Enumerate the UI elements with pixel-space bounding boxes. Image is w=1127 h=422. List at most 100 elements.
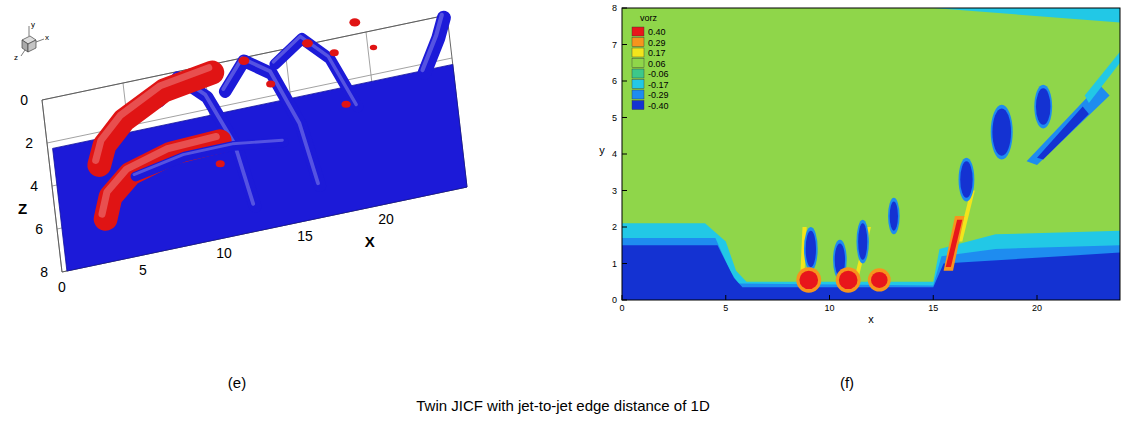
- panel-caption: (e): [228, 374, 246, 391]
- tick: [622, 190, 627, 191]
- vortex-core: [858, 223, 867, 260]
- legend-swatch: [632, 69, 644, 78]
- vortex-core: [991, 105, 1013, 160]
- axis-title: Z: [18, 200, 27, 217]
- vortex-blob: [370, 45, 377, 51]
- vortex-core: [1034, 85, 1052, 129]
- tick-label: 4: [30, 178, 38, 194]
- background-field: [622, 8, 1120, 300]
- legend-swatch: [632, 48, 644, 57]
- tick: [1037, 295, 1038, 300]
- contour-region: [946, 220, 963, 267]
- figure: 0246805101520ZXyxz05101520012345678xyvor…: [0, 0, 1127, 422]
- icon-axis: [21, 50, 25, 56]
- tick: [622, 8, 627, 9]
- legend-label: -0.29: [648, 90, 669, 100]
- tick-label: 10: [216, 245, 232, 261]
- tick: [622, 227, 627, 228]
- icon-label: z: [14, 53, 18, 62]
- vortex-core: [959, 158, 975, 202]
- legend-label: -0.40: [648, 101, 669, 111]
- legend: vorz0.400.290.170.06-0.06-0.17-0.29-0.40: [632, 13, 669, 111]
- vortex-core: [868, 268, 891, 291]
- contour-region: [944, 216, 965, 271]
- tick: [829, 295, 830, 300]
- tick-label: 5: [723, 303, 728, 313]
- vortex-core: [799, 271, 818, 289]
- tick-label: 6: [612, 76, 617, 86]
- legend-label: 0.06: [648, 59, 666, 69]
- legend-swatch: [632, 27, 644, 36]
- vortex-blob: [266, 81, 275, 88]
- contour-region: [622, 238, 1120, 300]
- tick-label: 2: [612, 222, 617, 232]
- tick-label: 7: [612, 40, 617, 50]
- vortex-core: [960, 161, 972, 198]
- contour-region: [933, 8, 1120, 23]
- tick: [622, 117, 627, 118]
- tick-label: 15: [297, 228, 313, 244]
- contour-region: [622, 223, 1120, 300]
- icon-axis: [29, 26, 30, 36]
- icon-box: [28, 40, 36, 52]
- tick: [933, 295, 934, 300]
- vortex-core: [796, 267, 821, 293]
- vortex-blob: [216, 160, 225, 167]
- tick: [622, 154, 627, 155]
- tick: [725, 295, 726, 300]
- tick-label: 8: [40, 264, 48, 280]
- axis-title: y: [599, 144, 605, 156]
- icon-axis: [36, 39, 44, 42]
- tube-highlight: [134, 140, 282, 174]
- tick-label: 1: [612, 259, 617, 269]
- legend-swatch: [632, 90, 644, 99]
- legend-label: 0.29: [648, 38, 666, 48]
- tick-label: 5: [139, 262, 147, 278]
- tube-highlight: [273, 36, 356, 104]
- vortex-blob: [238, 57, 249, 65]
- tick-label: 0: [619, 303, 624, 313]
- vortex-blob: [349, 18, 360, 26]
- wall-surface: [53, 64, 467, 271]
- vortex-core: [856, 220, 868, 264]
- panel-e: 0246805101520ZXyxz: [14, 15, 467, 295]
- axis-title: X: [365, 233, 375, 250]
- icon-label: y: [31, 20, 35, 29]
- tick-label: 15: [928, 303, 938, 313]
- tick-label: 20: [1032, 303, 1042, 313]
- tube-highlight: [423, 15, 442, 70]
- tube-highlight: [223, 58, 318, 183]
- tick: [622, 263, 627, 264]
- vortex-core: [992, 108, 1011, 155]
- vortex-core: [890, 201, 898, 230]
- contour-region: [622, 245, 1120, 300]
- vortex-core: [888, 198, 900, 235]
- tick: [622, 81, 627, 82]
- legend-label: -0.06: [648, 69, 669, 79]
- vortex-core: [871, 272, 888, 288]
- plot-data: [622, 8, 1120, 300]
- tick-label: 8: [612, 3, 617, 13]
- tick: [622, 44, 627, 45]
- icon-label: x: [45, 33, 49, 42]
- tick-label: 4: [612, 149, 617, 159]
- panel-caption: (f): [840, 374, 854, 391]
- tick-label: 6: [35, 221, 43, 237]
- vortex-core: [836, 267, 861, 293]
- panel-f: 05101520012345678xyvorz0.400.290.170.06-…: [599, 3, 1120, 325]
- legend-swatch: [632, 80, 644, 89]
- tick-label: 10: [824, 303, 834, 313]
- legend-label: 0.40: [648, 27, 666, 37]
- contour-region: [1085, 52, 1120, 103]
- tick-label: 20: [378, 211, 394, 227]
- legend-label: -0.17: [648, 80, 669, 90]
- plot-frame: [622, 8, 1120, 300]
- vortex-core: [1036, 88, 1051, 125]
- legend-swatch: [632, 59, 644, 68]
- legend-swatch: [632, 38, 644, 47]
- tick: [622, 295, 623, 300]
- vortex-core: [806, 231, 816, 268]
- legend-title: vorz: [640, 13, 658, 23]
- vortex-blob: [342, 101, 351, 108]
- vortex-core: [839, 271, 858, 289]
